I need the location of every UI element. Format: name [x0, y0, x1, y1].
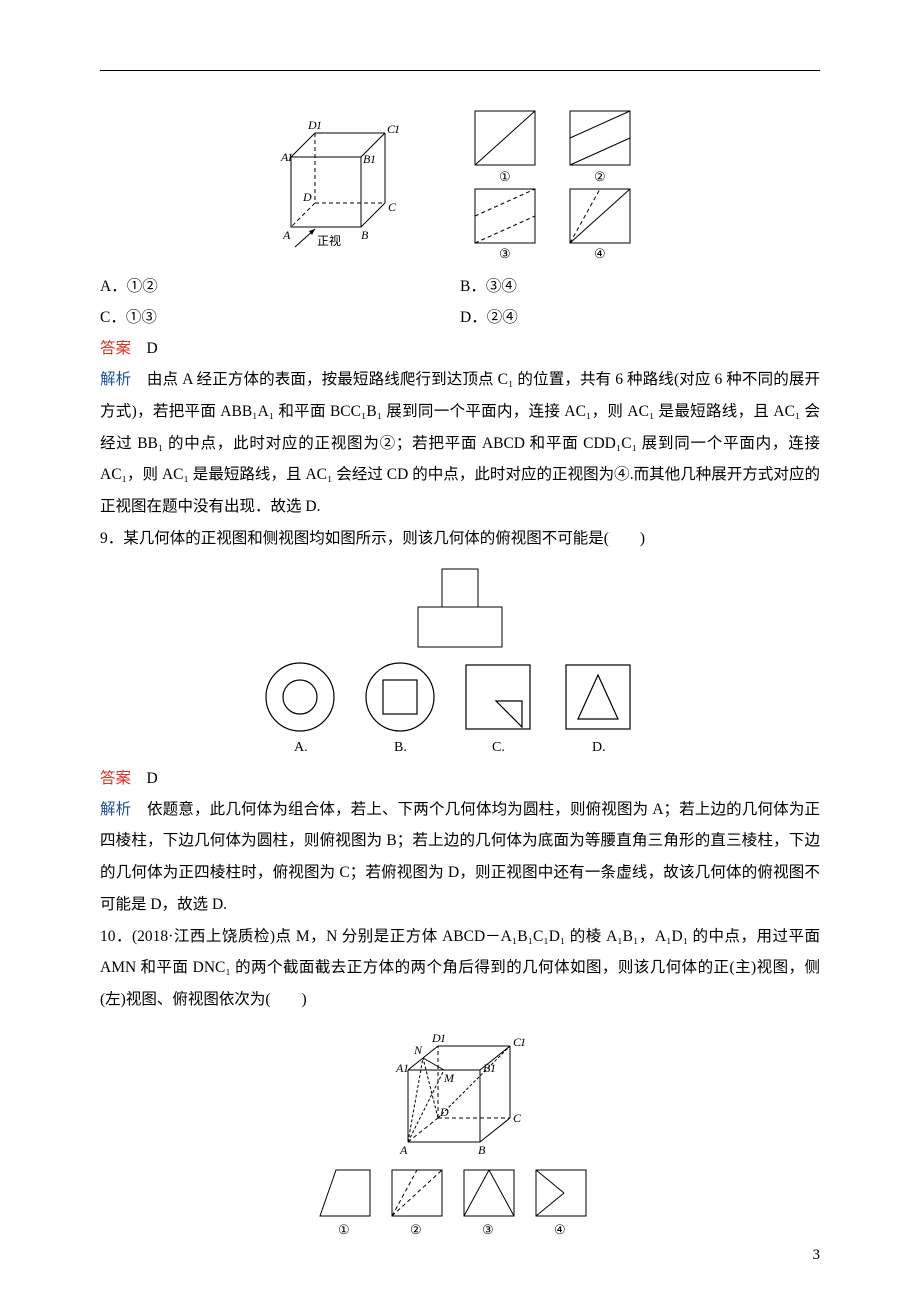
- q10-circ-1: ①: [338, 1222, 350, 1237]
- q8-opt-b: B．③④: [460, 271, 820, 302]
- opt-circ-3: ③: [499, 246, 511, 261]
- q8-explanation-text: 由点 A 经正方体的表面，按最短路线爬行到达顶点 C₁ 的位置，共有 6 种路线…: [100, 371, 820, 515]
- figure-q9: A. B. C. D.: [100, 563, 820, 757]
- svg-text:1: 1: [440, 1031, 446, 1045]
- page-number: 3: [813, 1247, 821, 1264]
- q9-opt-c: C.: [492, 740, 505, 755]
- svg-text:B: B: [478, 1143, 486, 1157]
- svg-text:C: C: [513, 1111, 522, 1125]
- q8-opt-a: A．①②: [100, 271, 460, 302]
- svg-text:1: 1: [403, 1061, 409, 1075]
- opt-circ-4: ④: [594, 246, 606, 261]
- q8-answer: D: [147, 340, 158, 357]
- q9-main-view: [400, 563, 520, 657]
- svg-text:1: 1: [490, 1061, 496, 1075]
- q10-options-row: ① ② ③ ④: [300, 1162, 620, 1242]
- q10-circ-2: ②: [410, 1222, 422, 1237]
- q9-opt-a: A.: [294, 740, 308, 755]
- figure-q8: A1 B1 C1 D1 A B C D 正视: [100, 101, 820, 261]
- q9-explanation-text: 依题意，此几何体为组合体，若上、下两个几何体均为圆柱，则俯视图为 A；若上边的几…: [100, 801, 820, 913]
- explain-label: 解析: [100, 371, 131, 388]
- q8-option-row-2: C．①③ D．②④: [100, 302, 820, 333]
- q8-explanation: 解析 由点 A 经正方体的表面，按最短路线爬行到达顶点 C₁ 的位置，共有 6 …: [100, 364, 820, 523]
- q9-stem: 9．某几何体的正视图和侧视图均如图所示，则该几何体的俯视图不可能是( ): [100, 523, 820, 555]
- q8-options-grid: ① ② ③ ④: [455, 101, 655, 261]
- svg-text:N: N: [413, 1043, 423, 1057]
- svg-text:1: 1: [520, 1035, 526, 1049]
- q8-opt-d: D．②④: [460, 302, 820, 333]
- opt-circ-1: ①: [499, 169, 511, 184]
- svg-text:D: D: [439, 1105, 449, 1119]
- explain-label-2: 解析: [100, 801, 131, 818]
- answer-label: 答案: [100, 340, 131, 357]
- svg-text:B: B: [361, 228, 369, 242]
- svg-text:1: 1: [394, 122, 400, 136]
- cube-diagram: A1 B1 C1 D1 A B C D 正视: [265, 101, 405, 261]
- answer-label-2: 答案: [100, 770, 131, 787]
- q10-stem: 10．(2018·江西上饶质检)点 M，N 分别是正方体 ABCD－A₁B₁C₁…: [100, 921, 820, 1016]
- svg-text:D: D: [302, 190, 312, 204]
- q8-opt-c: C．①③: [100, 302, 460, 333]
- svg-text:1: 1: [287, 150, 293, 164]
- q10-circ-3: ③: [482, 1222, 494, 1237]
- q9-answer-line: 答案 D: [100, 763, 820, 794]
- horizontal-rule: [100, 70, 820, 71]
- figure-q10: A B C D A1 B1 C1 D1 M N: [100, 1022, 820, 1242]
- q9-opt-d: D.: [592, 740, 606, 755]
- q9-options-row: A. B. C. D.: [250, 657, 670, 757]
- svg-text:1: 1: [370, 152, 376, 166]
- svg-text:C: C: [388, 200, 397, 214]
- svg-text:A: A: [399, 1143, 408, 1157]
- q9-opt-b: B.: [394, 740, 407, 755]
- q8-answer-line: 答案 D: [100, 333, 820, 364]
- view-dir-label: 正视: [317, 233, 341, 248]
- q10-cube: A B C D A1 B1 C1 D1 M N: [370, 1022, 550, 1162]
- q9-explanation: 解析 依题意，此几何体为组合体，若上、下两个几何体均为圆柱，则俯视图为 A；若上…: [100, 794, 820, 921]
- q9-answer: D: [147, 770, 158, 787]
- svg-text:M: M: [443, 1071, 455, 1085]
- svg-text:A: A: [282, 228, 291, 242]
- svg-text:1: 1: [316, 118, 322, 132]
- q10-circ-4: ④: [554, 1222, 566, 1237]
- q8-option-row-1: A．①② B．③④: [100, 271, 820, 302]
- opt-circ-2: ②: [594, 169, 606, 184]
